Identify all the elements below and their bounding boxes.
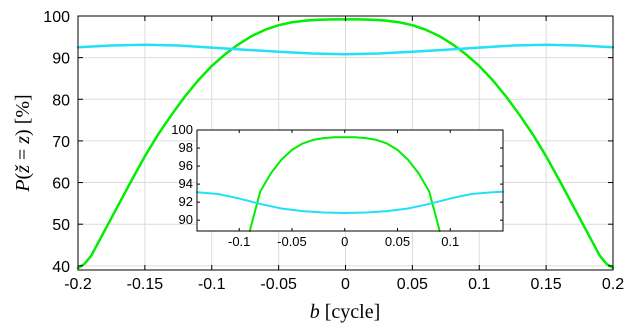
y-tick-label: 100 <box>43 9 70 26</box>
y-tick-label: 100 <box>171 122 193 137</box>
main-x-ticks: -0.2 -0.15 -0.1 -0.05 0 0.05 0.1 0.15 0.2 <box>64 16 624 293</box>
x-tick-label: -0.1 <box>198 276 226 293</box>
x-tick-label: -0.05 <box>260 276 297 293</box>
x-tick-label: 0.1 <box>441 234 459 249</box>
inset-plot-frame <box>196 129 504 232</box>
x-tick-label: 0.15 <box>531 276 562 293</box>
inset-background <box>197 130 503 231</box>
y-tick-label: 50 <box>52 217 70 234</box>
y-tick-label: 98 <box>179 140 193 155</box>
inset-x-ticks: -0.1 -0.05 0 0.05 0.1 <box>228 130 459 249</box>
x-tick-label: 0.05 <box>397 276 428 293</box>
main-y-ticks: 40 50 60 70 80 90 100 <box>43 9 613 276</box>
series-line-2 <box>196 190 504 214</box>
x-tick-label: 0.05 <box>385 234 410 249</box>
inset-y-ticks: 90 92 94 96 98 100 <box>171 122 503 227</box>
y-tick-label: 90 <box>179 212 193 227</box>
y-tick-label: 90 <box>52 51 70 68</box>
y-tick-label: 80 <box>52 92 70 109</box>
y-tick-label: 94 <box>179 176 193 191</box>
x-axis-label: b [cycle] <box>310 301 381 323</box>
inset-series <box>196 136 504 232</box>
y-tick-label: 60 <box>52 176 70 193</box>
x-tick-label: -0.2 <box>64 276 92 293</box>
x-tick-label: 0 <box>341 234 348 249</box>
y-tick-label: 40 <box>52 259 70 276</box>
y-tick-label: 70 <box>52 134 70 151</box>
y-tick-label: 96 <box>179 158 193 173</box>
x-tick-label: 0 <box>341 276 350 293</box>
x-tick-label: -0.15 <box>127 276 164 293</box>
x-tick-label: -0.05 <box>277 234 307 249</box>
x-tick-label: -0.1 <box>228 234 250 249</box>
x-tick-label: 0.1 <box>468 276 490 293</box>
x-tick-label: 0.2 <box>602 276 624 293</box>
series-line-1 <box>248 136 441 232</box>
series-line-2 <box>76 43 615 56</box>
y-tick-label: 92 <box>179 194 193 209</box>
y-axis-label: P(ž = z) [%] <box>12 94 34 192</box>
